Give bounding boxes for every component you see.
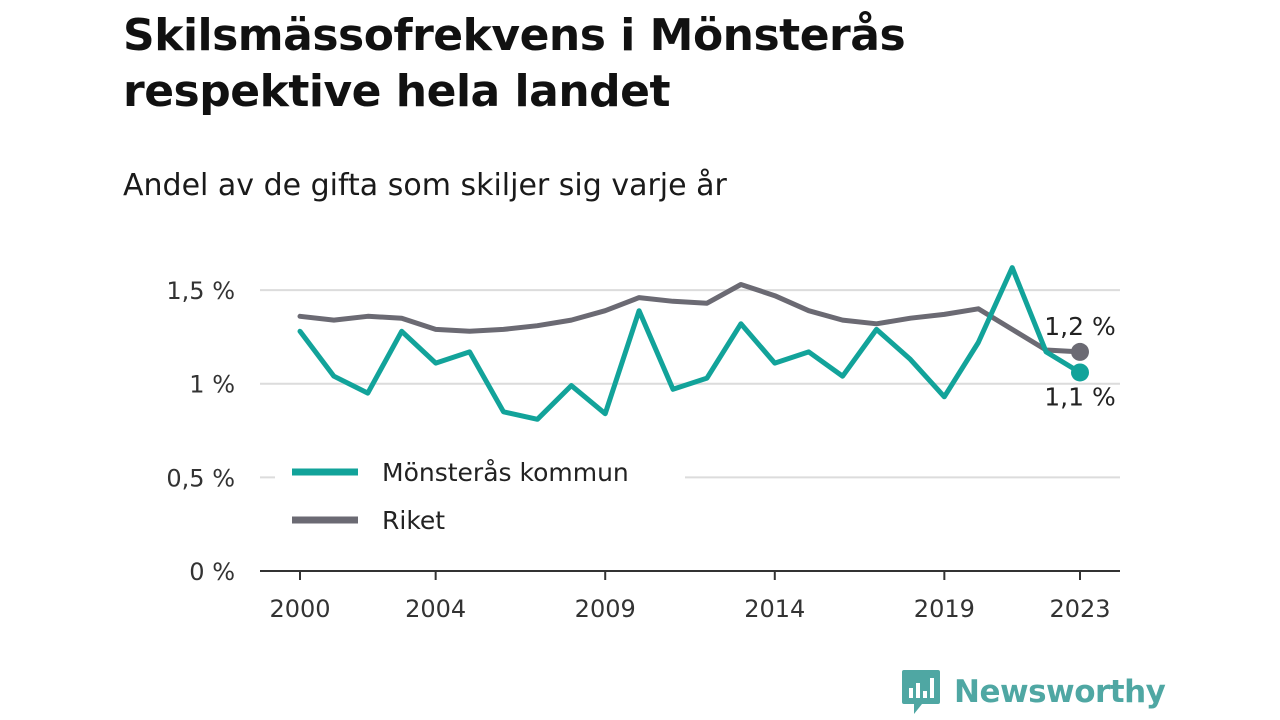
series-end-point [1071, 363, 1089, 382]
chart-title: Skilsmässofrekvens i Mönsterås respektiv… [123, 10, 906, 117]
chart-subtitle: Andel av de gifta som skiljer sig varje … [123, 168, 727, 203]
legend-background [275, 446, 685, 546]
series-line [297, 265, 1083, 422]
end-labels: 1,1 % 1,2 % [1044, 312, 1115, 412]
newsworthy-logo: Newsworthy [900, 668, 1166, 716]
y-tick-label: 1,5 % [166, 277, 235, 305]
series-end-point [1071, 342, 1089, 361]
series-lines [297, 265, 1089, 422]
x-tick-label: 2004 [405, 595, 466, 623]
y-tick-label: 1 % [189, 371, 235, 399]
y-tick-label: 0,5 % [166, 464, 235, 492]
x-tick-label: 2000 [269, 595, 330, 623]
legend-label: Riket [382, 506, 445, 535]
y-tick-label: 0 % [189, 558, 235, 586]
x-tick-label: 2019 [914, 595, 975, 623]
axes: 0 % 0,5 % 1 % 1,5 % 2000 2004 2009 2014 2019 2023 [166, 277, 1120, 623]
legend-label: Mönsterås kommun [382, 458, 629, 487]
x-tick-label: 2009 [575, 595, 636, 623]
legend: Mönsterås kommun Riket [275, 446, 685, 546]
newsworthy-logo-text: Newsworthy [954, 674, 1166, 710]
end-value-label: 1,2 % [1044, 312, 1115, 341]
newsworthy-logo-icon [902, 670, 940, 714]
x-tick-label: 2014 [744, 595, 805, 623]
x-tick-label: 2023 [1049, 595, 1110, 623]
series-line [297, 282, 1083, 355]
end-value-label: 1,1 % [1044, 382, 1115, 411]
line-chart: 0 % 0,5 % 1 % 1,5 % 2000 2004 2009 2014 2019 2023… [166, 265, 1120, 623]
